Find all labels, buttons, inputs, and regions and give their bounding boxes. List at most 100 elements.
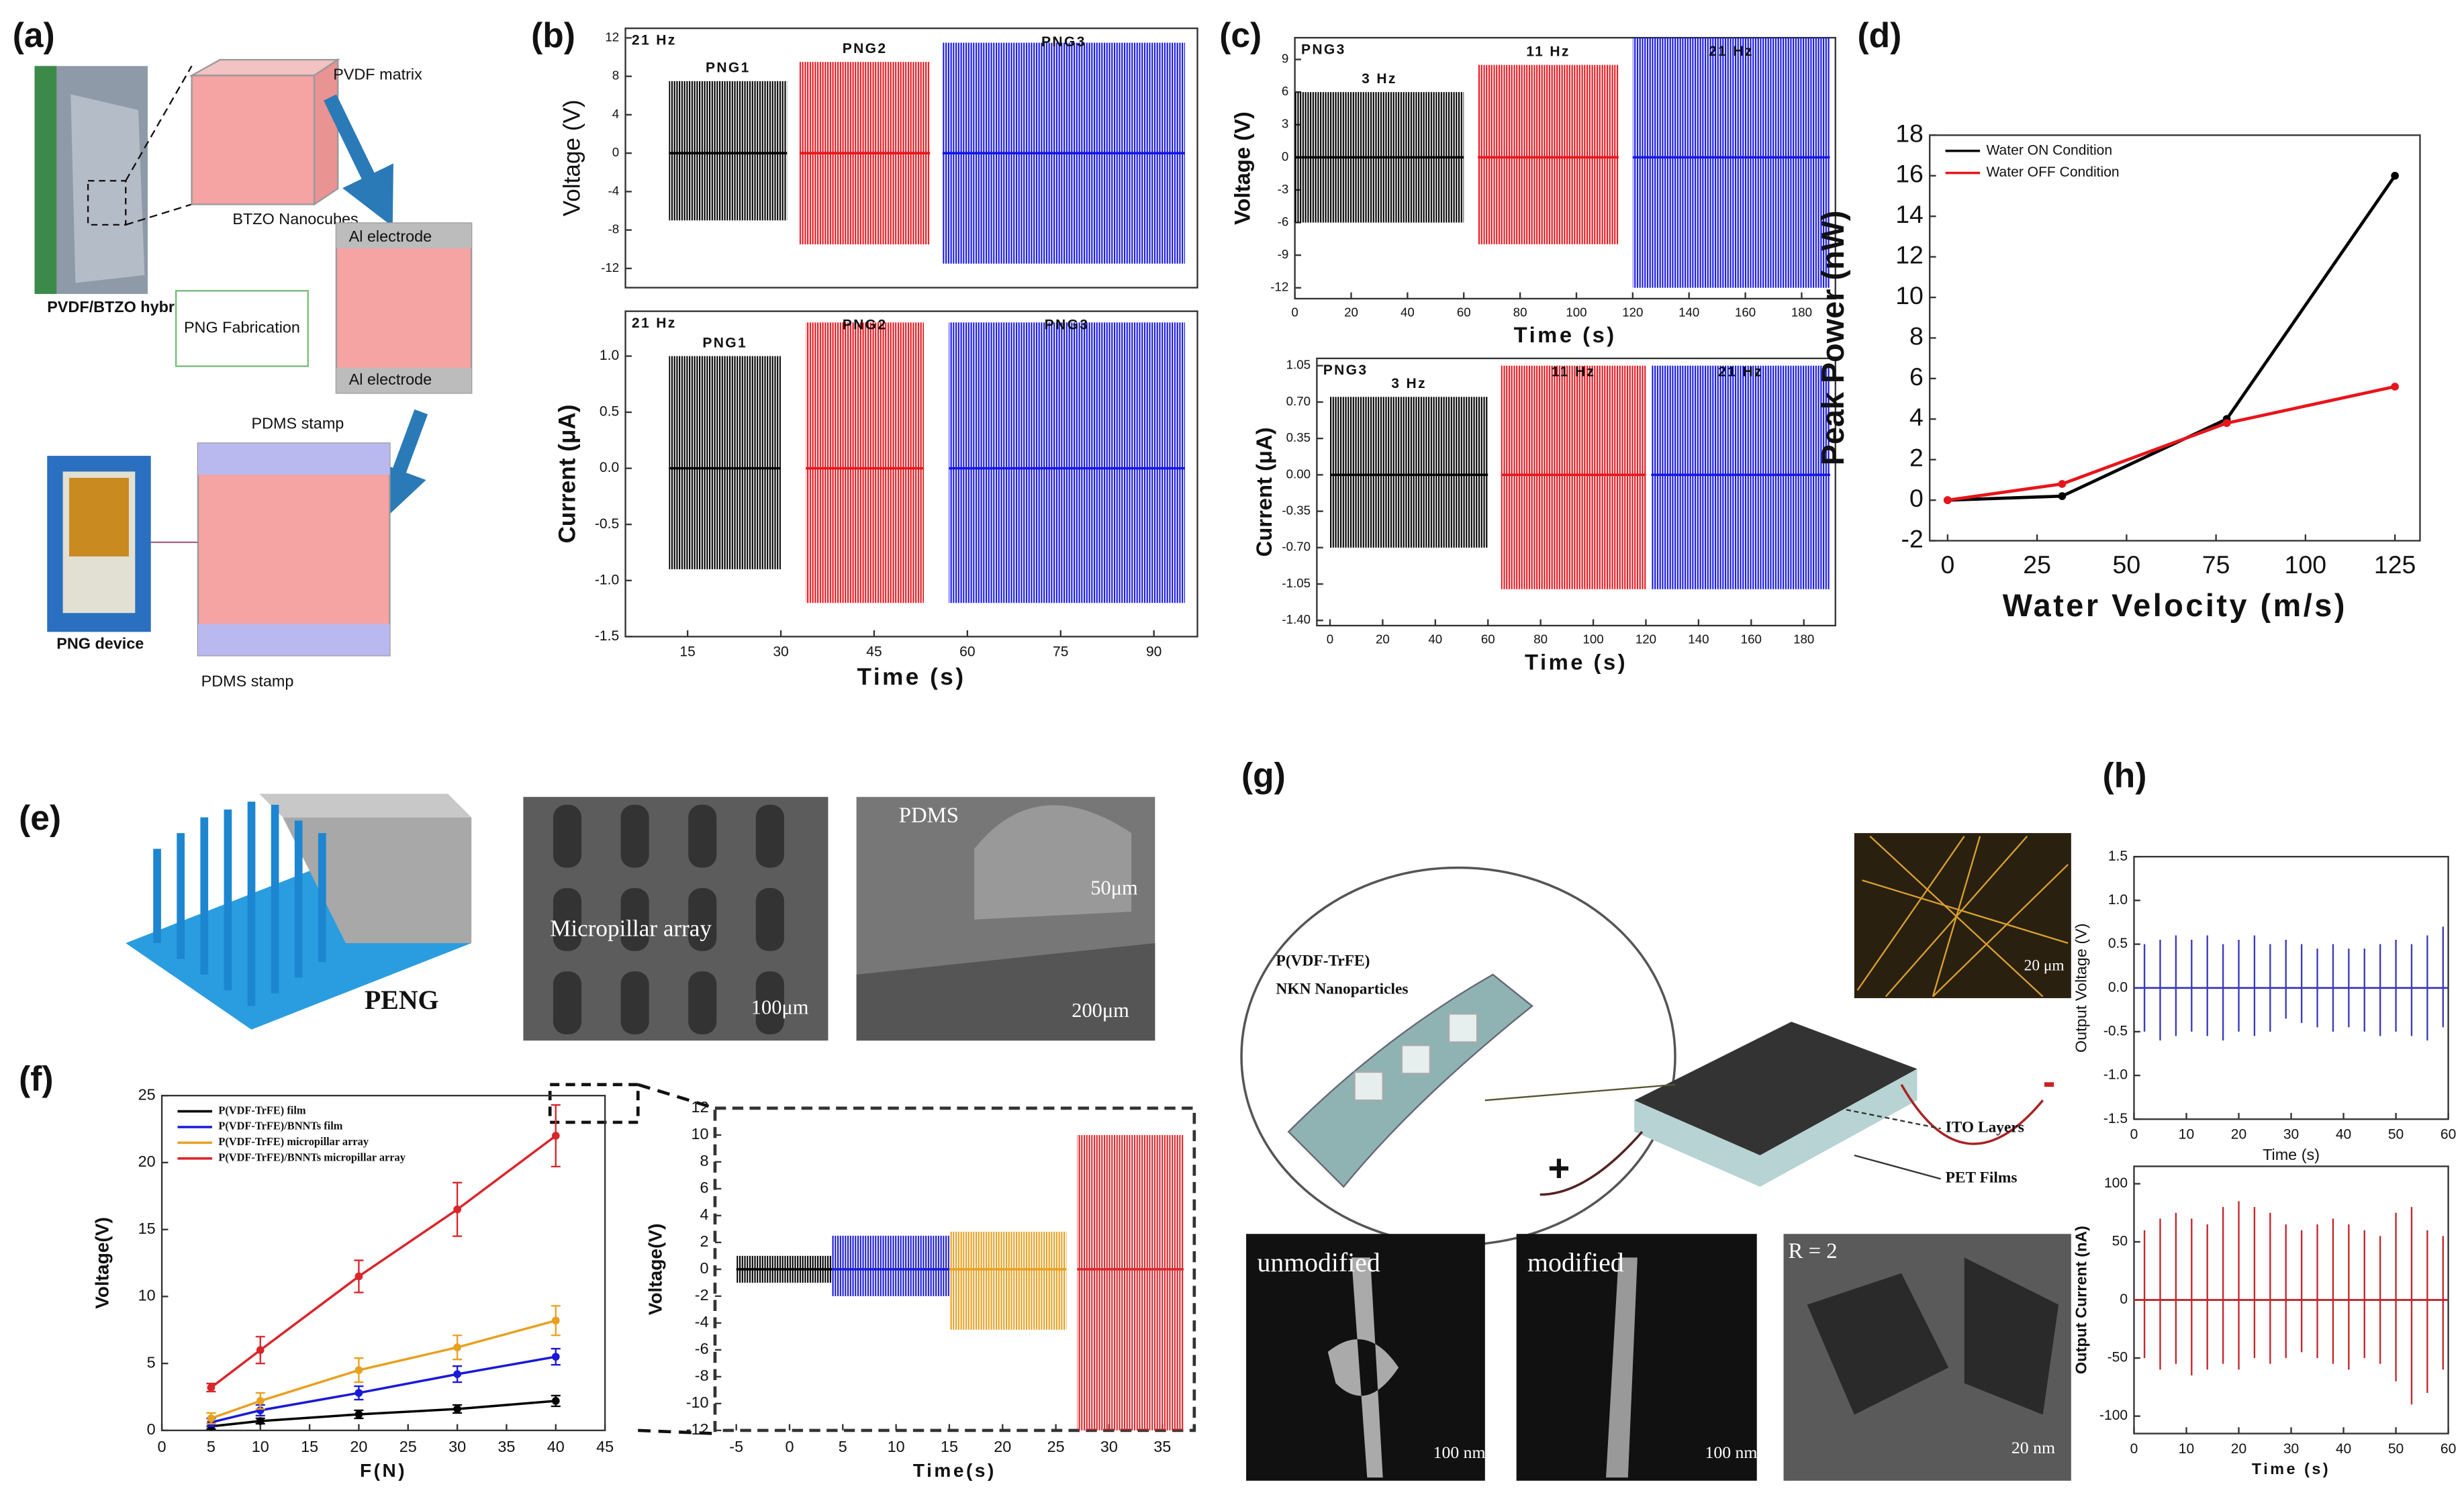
zoom-line [125,65,193,181]
panel-label: (f) [19,1059,53,1098]
error-bar [551,1348,561,1366]
panel-a: PVDF matrix BTZO Nanocubes PVDF/BTZO hyb… [34,58,473,689]
chart: -12 -10 -8 -6 -4 -2 0 2 4 6 8 10 12 -5 0 5 10 15 20 25 30 35 T… [645,1098,1196,1481]
y-tick-label: 4 [1909,403,1924,431]
marker [2391,383,2400,391]
y-tick-label: 20 [138,1153,156,1170]
pillars [153,801,326,1006]
series-label: 21 Hz [1718,364,1763,380]
y-tick-label: 25 [138,1085,156,1103]
panel-label: (b) [531,15,575,54]
wire [1900,1083,2044,1145]
x-tick-label: 180 [1791,305,1812,319]
error-bar [453,1181,463,1237]
annotation: 21 Hz [632,32,677,48]
fiber-image [1327,1257,1399,1478]
y-tick-label: -12 [686,1420,709,1438]
x-axis-label: Time (s) [1525,649,1627,674]
x-tick-label: 30 [2283,1441,2299,1457]
chart: -2 0 2 4 6 8 10 12 14 16 18 0 25 50 75 100 125 Water Velo… [1815,119,2421,623]
y-tick-label: 0 [1909,484,1924,512]
x-tick-label: 100 [2285,550,2326,579]
x-tick-label: 20 [1344,305,1358,319]
x-tick-label: 80 [1533,632,1548,646]
y-tick-label: 100 [2104,1175,2128,1191]
x-tick-label: 20 [350,1438,367,1455]
zoom-line [125,203,192,226]
x-tick-label: 140 [1688,632,1709,646]
chart: -12 -9 -6 -3 0 3 6 9 0 20 40 60 80 100 120 140 160 180 Tim… [1229,37,1836,347]
arrow [324,94,393,227]
y-tick-label: 4 [700,1206,709,1223]
x-tick-label: 0 [1327,632,1333,646]
y-tick-label: -8 [608,222,620,236]
x-tick-label: 100 [1582,632,1603,646]
y-tick-label: 12 [692,1098,709,1116]
signal-band [669,356,781,570]
pdms-top [259,793,472,818]
label: PDMS stamp [251,414,344,432]
sem-pdms [974,805,1132,920]
error-bar [255,1392,265,1410]
fiber-image [1606,1257,1638,1478]
x-tick-label: 0 [158,1438,167,1455]
x-tick-label: 20 [2231,1126,2246,1142]
plot-frame [1316,357,1836,627]
x-tick-label: 180 [1793,632,1814,646]
signal-band [832,1235,949,1296]
y-axis-label: Voltage (V) [1229,111,1254,225]
x-tick-label: 15 [679,644,695,660]
panel-g: P(VDF-TrFE) NKN Nanoparticles + - ITO La… [1240,833,2071,1481]
plot-frame [624,310,1198,638]
y-tick-label: 8 [1909,322,1924,350]
series-label: PNG3 [1041,34,1086,50]
y-axis-label: Current (μA) [555,405,581,544]
y-tick-label: 2 [1909,444,1924,472]
x-tick-label: 50 [2388,1126,2404,1142]
y-tick-label: 0.00 [1286,467,1311,481]
x-axis-label: Time(s) [913,1460,996,1481]
label: PNG device [56,634,144,652]
x-tick-label: 45 [596,1438,614,1455]
x-tick-label: 0 [1291,305,1298,319]
plot-frame [1929,134,2421,542]
label: Al electrode [349,228,432,245]
x-tick-label: 60 [1457,305,1471,319]
x-tick-label: 15 [941,1438,958,1455]
y-tick-label: -1.0 [2103,1067,2128,1083]
y-tick-label: 10 [138,1287,156,1304]
label: 100μm [751,995,809,1018]
panel-label: (d) [1858,15,1902,54]
wire [1539,1130,1644,1196]
y-tick-label: 0 [612,145,619,159]
x-tick-label: 60 [2441,1126,2456,1142]
electrode-stack [335,222,473,394]
particle [1354,1071,1384,1102]
x-tick-label: 25 [2023,550,2051,579]
legend-label: P(VDF-TrFE)/BNNTs micropillar array [218,1151,406,1164]
y-tick-label: 0.35 [1286,430,1311,444]
legend-label: P(VDF-TrFE) micropillar array [218,1135,369,1148]
y-tick-label: 6 [1909,362,1924,391]
x-tick-label: 30 [773,644,788,660]
y-tick-label: -2 [1901,524,1924,552]
label: 200μm [1072,999,1129,1022]
y-axis-label: Output Current (nA) [2072,1226,2089,1374]
x-tick-label: 140 [1678,305,1699,319]
x-tick-label: 10 [2179,1441,2194,1457]
x-tick-label: 20 [2231,1441,2246,1457]
device-side [1634,1069,1917,1187]
pointer [1838,1107,1941,1130]
x-tick-label: 0 [785,1438,794,1455]
x-tick-label: 35 [1153,1438,1171,1455]
y-tick-label: -1.40 [1282,612,1311,626]
crystals [1807,1257,2059,1415]
chart: 0 5 10 15 20 25 0 5 10 15 20 25 30 35 40 45 F(N) Voltage(… [91,1085,614,1481]
y-tick-label: -0.5 [2103,1023,2128,1038]
error-bar [354,1259,364,1294]
marker [2058,480,2067,488]
x-tick-label: 40 [2336,1126,2351,1142]
signal-band [1077,1134,1184,1430]
y-tick-label: 1.0 [600,348,619,363]
x-tick-label: 120 [1636,632,1656,646]
